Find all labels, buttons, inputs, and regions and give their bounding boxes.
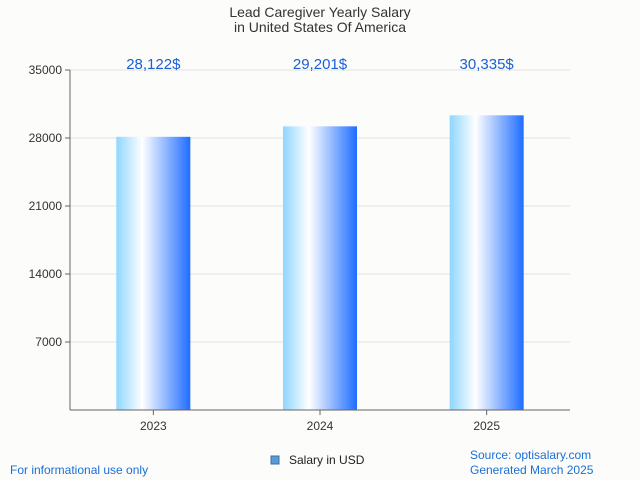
x-tick-label: 2025 bbox=[473, 419, 500, 433]
y-tick-label: 14000 bbox=[29, 267, 63, 281]
bar bbox=[449, 115, 524, 411]
labels: 7000 14000 21000 28000 35000 2023 28,122$ 2024 2… bbox=[29, 56, 515, 433]
chart-title-line-1: Lead Caregiver Yearly Salary bbox=[229, 4, 410, 20]
disclaimer-text: For informational use only bbox=[10, 463, 149, 477]
legend-swatch[interactable] bbox=[270, 455, 280, 465]
chart-title-line-2: in United States Of America bbox=[234, 19, 406, 35]
data-label: 28,122$ bbox=[126, 56, 181, 73]
axes bbox=[65, 69, 570, 415]
legend[interactable]: Salary in USD bbox=[270, 453, 365, 467]
y-tick-label: 7000 bbox=[35, 335, 62, 349]
data-label: 29,201$ bbox=[293, 56, 348, 73]
y-tick-label: 35000 bbox=[29, 63, 63, 77]
y-tick-label: 28000 bbox=[29, 131, 63, 145]
x-tick-label: 2024 bbox=[307, 419, 334, 433]
x-tick-label: 2023 bbox=[140, 419, 167, 433]
bars bbox=[116, 115, 524, 411]
generated-text: Generated March 2025 bbox=[470, 463, 594, 477]
source-text: Source: optisalary.com bbox=[470, 448, 592, 462]
bar bbox=[116, 136, 191, 410]
y-tick-label: 21000 bbox=[29, 199, 63, 213]
bar bbox=[283, 126, 357, 411]
legend-label[interactable]: Salary in USD bbox=[289, 453, 365, 467]
data-label: 30,335$ bbox=[460, 56, 515, 73]
